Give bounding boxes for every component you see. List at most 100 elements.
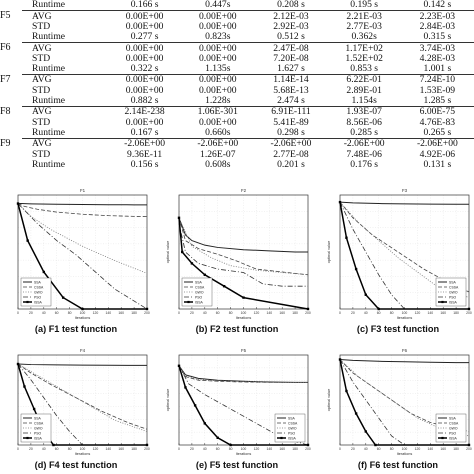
table-row: F7 AVG 0.00E+00 0.00E+00 1.14E-14 6.22E-01 7.2…: [0, 74, 474, 86]
x-tick-label: 80: [229, 311, 233, 315]
x-tick-label: 40: [203, 311, 207, 315]
series-marker: [145, 307, 149, 311]
table-cell: 2.92E-03: [273, 20, 309, 32]
f3-convergence-chart: 0 20 40 60 80 100 120 140 160 180 200 F3 Iterations o…: [327, 188, 472, 320]
series-line: [339, 201, 469, 205]
legend-marker: [187, 300, 190, 304]
table-cell: 4.28E-03: [419, 52, 456, 64]
function-label: [0, 64, 22, 75]
series-marker: [52, 443, 55, 447]
table-row: F5 AVG 0.00E+00 0.00E+00 2.12E-03 2.21E-03 2.2…: [0, 10, 474, 22]
legend-label: CSSA: [34, 421, 44, 425]
chart-title: F4: [80, 348, 86, 353]
table-row: STD 0.00E+00 0.00E+00 5.41E-89 8.56E-06 4.76E…: [0, 117, 474, 127]
metric-label: Runtime: [22, 31, 108, 44]
series-marker: [177, 364, 181, 367]
table-cell: 0.208 s: [254, 0, 328, 12]
table-cell: 0.265 s: [400, 127, 474, 139]
x-axis-label: Iterations: [75, 452, 91, 456]
series-line: [178, 217, 309, 276]
table-cell: 0.362s: [327, 31, 401, 44]
x-tick-label: 20: [29, 311, 33, 315]
metric-label: STD: [32, 116, 51, 128]
table-row: Runtime 0.277 s 0.823s 0.512 s 0.362s 0.315 s: [0, 31, 474, 44]
x-tick-label: 0: [178, 447, 180, 451]
metric-label: STD: [32, 148, 51, 160]
f1-caption: (a) F1 test function: [34, 324, 118, 334]
legend-label: ISSA: [34, 436, 42, 440]
metric-label: STD: [32, 20, 51, 32]
table-row: Runtime 0.167 s 0.660s 0.298 s 0.285 s 0.265 …: [0, 127, 474, 139]
series-marker: [345, 236, 348, 239]
legend-label: ISSA: [288, 436, 296, 440]
table-row: STD 0.00E+00 0.00E+00 2.92E-03 2.77E-03 2.84E…: [0, 20, 474, 32]
table-cell: 0.00E+00: [125, 52, 164, 64]
series-marker: [306, 307, 310, 311]
table-cell: 0.447s: [181, 0, 255, 12]
x-tick-label: 20: [190, 447, 194, 451]
series-marker: [338, 200, 342, 204]
function-label: [0, 32, 22, 43]
metric-label: AVG: [22, 137, 108, 150]
x-tick-label: 120: [415, 447, 421, 451]
f2-caption: (b) F2 test function: [195, 324, 279, 334]
table-cell: 0.315 s: [400, 31, 474, 44]
series-line: [339, 359, 469, 446]
series-marker: [222, 285, 226, 288]
legend-label: PSO: [195, 295, 203, 299]
table-cell: 1.001 s: [400, 63, 474, 76]
table-cell: 2.474 s: [254, 95, 328, 107]
f3-caption: (c) F3 test function: [356, 324, 440, 334]
chart-title: F1: [80, 188, 86, 193]
series-line: [339, 359, 469, 446]
table-cell: 7.24E-10: [400, 74, 474, 86]
chart-group: 0 20 40 60 80 100 120 140 160 180 200 F5 Iterations o…: [166, 348, 311, 456]
x-tick-label: 180: [131, 311, 137, 315]
chart-title: F3: [402, 188, 408, 193]
x-tick-label: 60: [55, 311, 59, 315]
table-cell: -2.06E+00: [327, 137, 401, 150]
series-marker: [229, 443, 232, 447]
legend-label: SSA: [288, 416, 296, 420]
table-cell: 1.53E-09: [419, 84, 456, 96]
legend-marker: [26, 436, 29, 440]
table-cell: 0.166 s: [108, 0, 182, 12]
f4-convergence-chart: 0 20 40 60 80 100 120 140 160 180 200 F4 Iterations S…: [16, 348, 150, 456]
x-axis-label: Iterations: [397, 452, 413, 456]
x-tick-label: 200: [305, 311, 311, 315]
table-cell: 0.823s: [181, 31, 255, 44]
table-cell: 2.89E-01: [346, 84, 382, 96]
metric-label: AVG: [22, 10, 108, 22]
x-tick-label: 80: [229, 447, 233, 451]
chart-group: 0 20 40 60 80 100 120 140 160 180 200 F4 Iterations S…: [16, 348, 150, 456]
panel-f1: 0 20 40 60 80 100 120 140 160 180 200 F1 Iterations S…: [2, 183, 150, 334]
series-marker: [216, 436, 219, 439]
x-tick-label: 80: [68, 447, 72, 451]
panel-f2: 0 20 40 60 80 100 120 140 160 180 200 F2 Iterations o…: [163, 183, 311, 334]
table-cell: -2.06E+00: [254, 137, 328, 150]
series-marker: [32, 407, 36, 411]
x-tick-label: 180: [292, 447, 298, 451]
chart-group: 0 20 40 60 80 100 120 140 160 180 200 F6 Iterations o…: [327, 348, 472, 456]
series-marker: [203, 422, 206, 425]
table-cell: 0.00E+00: [198, 52, 237, 64]
series-line: [18, 203, 147, 206]
metric-label: STD: [32, 84, 51, 96]
metric-label: Runtime: [22, 63, 108, 76]
series-marker: [177, 216, 181, 219]
series-line: [339, 359, 469, 364]
legend-label: PSO: [449, 295, 457, 299]
table-cell: 0.322 s: [108, 63, 182, 76]
legend-label: PSO: [288, 431, 296, 435]
series-marker: [61, 296, 65, 299]
series-marker: [377, 307, 380, 311]
legend-label: GWO: [34, 290, 43, 294]
function-label: [0, 85, 22, 95]
chart-group: 0 20 40 60 80 100 120 140 160 180 200 F2 Iterations o…: [166, 188, 311, 320]
legend-label: CSSA: [449, 285, 459, 289]
panel-f6: 0 20 40 60 80 100 120 140 160 180 200 F6 Iterations o…: [324, 343, 472, 470]
x-tick-label: 80: [68, 311, 72, 315]
legend-label: SSA: [449, 280, 457, 284]
table-cell: 2.77E-08: [273, 148, 309, 160]
f5-caption: (e) F5 test function: [195, 460, 279, 470]
